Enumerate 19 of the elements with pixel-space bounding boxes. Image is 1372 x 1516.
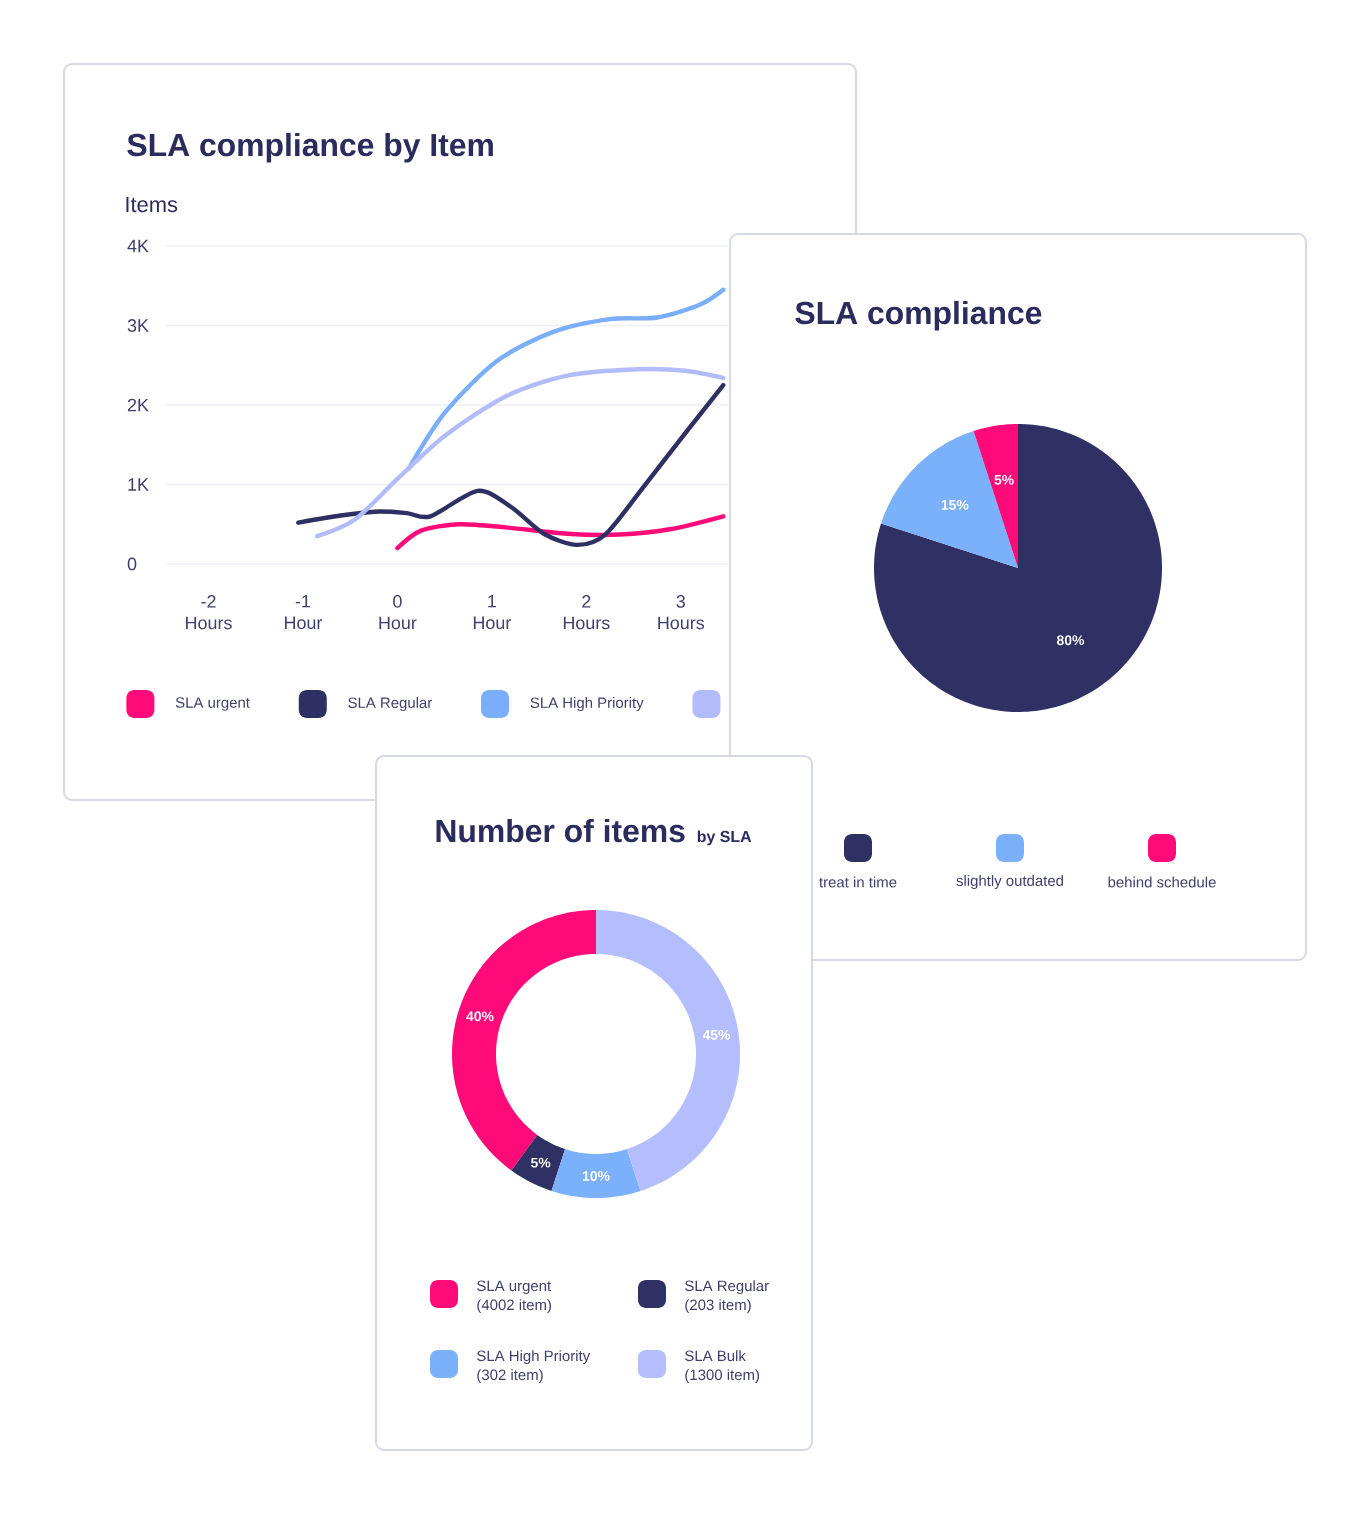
chart-title: SLA compliance	[795, 300, 1042, 331]
x-tick-label: -2 Hours	[186, 595, 232, 630]
y-tick-label: 3K	[127, 319, 149, 332]
chart-title: Number of items	[436, 818, 685, 843]
x-tick-label: 3 Hours	[658, 595, 705, 630]
y-tick-label: 1K	[128, 478, 149, 491]
x-tick-label: 1 Hour	[473, 595, 512, 630]
y-tick-label: 2K	[127, 398, 149, 412]
chart-title: SLA compliance by Item	[127, 132, 493, 163]
line-series	[406, 287, 726, 471]
y-axis-title: Items	[126, 196, 178, 213]
x-tick-label: -1 Hour	[284, 595, 323, 630]
line-series	[296, 382, 726, 548]
y-tick-label: 0	[127, 557, 137, 571]
line-series	[314, 366, 726, 539]
line-series	[395, 514, 726, 551]
y-tick-label: 4K	[127, 239, 149, 253]
x-tick-label: 2 Hours	[563, 595, 610, 630]
x-tick-label: 0 Hour	[379, 595, 417, 630]
